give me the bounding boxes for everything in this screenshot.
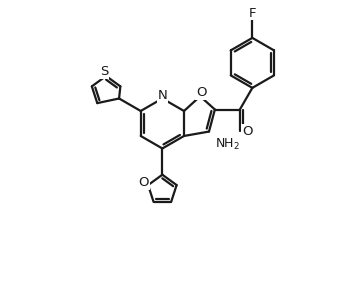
Text: O: O <box>139 176 149 189</box>
Text: NH$_2$: NH$_2$ <box>215 137 240 152</box>
Text: O: O <box>196 86 206 99</box>
Text: F: F <box>249 7 256 20</box>
Text: S: S <box>100 65 109 78</box>
Text: O: O <box>242 125 252 138</box>
Text: N: N <box>157 89 167 102</box>
